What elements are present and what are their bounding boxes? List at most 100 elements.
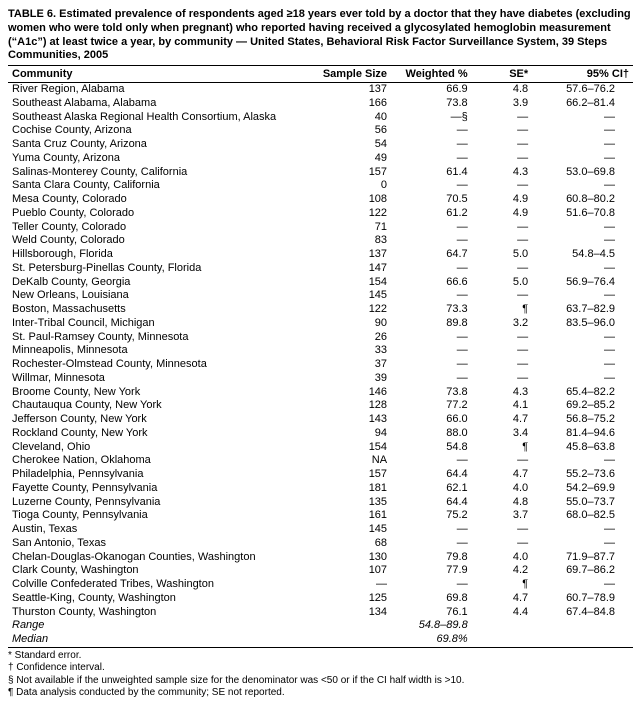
- cell-ci: 69.7–86.2: [532, 564, 633, 578]
- cell-n: 128: [310, 399, 391, 413]
- cell-community: St. Petersburg-Pinellas County, Florida: [8, 262, 310, 276]
- cell-ci: 65.4–82.2: [532, 386, 633, 400]
- table-row: Cochise County, Arizona56———: [8, 124, 633, 138]
- cell-pct: 64.4: [391, 468, 472, 482]
- table-row: Santa Clara County, California0———: [8, 179, 633, 193]
- cell-n: 56: [310, 124, 391, 138]
- cell-n: 71: [310, 221, 391, 235]
- cell-pct: 75.2: [391, 509, 472, 523]
- cell-se: —: [472, 221, 532, 235]
- table-row: DeKalb County, Georgia15466.65.056.9–76.…: [8, 276, 633, 290]
- cell-se: 4.0: [472, 482, 532, 496]
- footnote: ¶ Data analysis conducted by the communi…: [8, 687, 633, 700]
- cell-pct: 69.8: [391, 592, 472, 606]
- table-row: Jefferson County, New York14366.04.756.8…: [8, 413, 633, 427]
- table-row: Fayette County, Pennsylvania18162.14.054…: [8, 482, 633, 496]
- cell-n: 161: [310, 509, 391, 523]
- cell-community: Willmar, Minnesota: [8, 372, 310, 386]
- cell-se: —: [472, 138, 532, 152]
- col-se: SE*: [472, 66, 532, 83]
- median-row: Median69.8%: [8, 633, 633, 647]
- range-se: [472, 619, 532, 633]
- cell-community: Boston, Massachusetts: [8, 303, 310, 317]
- table-row: Tioga County, Pennsylvania16175.23.768.0…: [8, 509, 633, 523]
- cell-n: 137: [310, 248, 391, 262]
- table-row: Cherokee Nation, OklahomaNA———: [8, 454, 633, 468]
- cell-se: 4.8: [472, 496, 532, 510]
- cell-se: ¶: [472, 441, 532, 455]
- cell-community: Chelan-Douglas-Okanogan Counties, Washin…: [8, 551, 310, 565]
- cell-community: Philadelphia, Pennsylvania: [8, 468, 310, 482]
- cell-se: —: [472, 372, 532, 386]
- cell-pct: —: [391, 221, 472, 235]
- cell-n: 143: [310, 413, 391, 427]
- cell-ci: —: [532, 454, 633, 468]
- table-row: Boston, Massachusetts12273.3¶63.7–82.9: [8, 303, 633, 317]
- cell-pct: 66.6: [391, 276, 472, 290]
- cell-n: 26: [310, 331, 391, 345]
- cell-community: Santa Cruz County, Arizona: [8, 138, 310, 152]
- table-row: Weld County, Colorado83———: [8, 234, 633, 248]
- table-row: Luzerne County, Pennsylvania13564.44.855…: [8, 496, 633, 510]
- cell-se: —: [472, 289, 532, 303]
- cell-se: 3.7: [472, 509, 532, 523]
- data-table: Community Sample Size Weighted % SE* 95%…: [8, 65, 633, 648]
- median-se: [472, 633, 532, 647]
- cell-pct: 73.3: [391, 303, 472, 317]
- table-row: San Antonio, Texas68———: [8, 537, 633, 551]
- cell-ci: 51.6–70.8: [532, 207, 633, 221]
- cell-ci: 45.8–63.8: [532, 441, 633, 455]
- table-row: Cleveland, Ohio15454.8¶45.8–63.8: [8, 441, 633, 455]
- cell-ci: —: [532, 111, 633, 125]
- table-row: Hillsborough, Florida13764.75.054.8–4.5: [8, 248, 633, 262]
- cell-community: Tioga County, Pennsylvania: [8, 509, 310, 523]
- cell-se: ¶: [472, 578, 532, 592]
- cell-se: 3.4: [472, 427, 532, 441]
- table-row: Rockland County, New York9488.03.481.4–9…: [8, 427, 633, 441]
- cell-pct: 73.8: [391, 386, 472, 400]
- cell-community: Austin, Texas: [8, 523, 310, 537]
- cell-community: Southeast Alaska Regional Health Consort…: [8, 111, 310, 125]
- cell-n: 0: [310, 179, 391, 193]
- cell-pct: 89.8: [391, 317, 472, 331]
- cell-n: 68: [310, 537, 391, 551]
- range-pct: 54.8–89.8: [391, 619, 472, 633]
- footnote: § Not available if the unweighted sample…: [8, 675, 633, 688]
- cell-pct: —: [391, 138, 472, 152]
- header-row: Community Sample Size Weighted % SE* 95%…: [8, 66, 633, 83]
- cell-community: Southeast Alabama, Alabama: [8, 97, 310, 111]
- cell-ci: 83.5–96.0: [532, 317, 633, 331]
- cell-se: —: [472, 234, 532, 248]
- cell-ci: 60.8–80.2: [532, 193, 633, 207]
- cell-se: —: [472, 124, 532, 138]
- cell-se: 3.2: [472, 317, 532, 331]
- cell-pct: —: [391, 344, 472, 358]
- cell-ci: 69.2–85.2: [532, 399, 633, 413]
- table-row: Southeast Alaska Regional Health Consort…: [8, 111, 633, 125]
- cell-community: New Orleans, Louisiana: [8, 289, 310, 303]
- cell-pct: —: [391, 523, 472, 537]
- cell-n: 39: [310, 372, 391, 386]
- cell-n: 145: [310, 523, 391, 537]
- cell-ci: —: [532, 138, 633, 152]
- cell-community: Broome County, New York: [8, 386, 310, 400]
- cell-se: 4.7: [472, 468, 532, 482]
- cell-ci: —: [532, 289, 633, 303]
- table-row: Chautauqua County, New York12877.24.169.…: [8, 399, 633, 413]
- cell-ci: 53.0–69.8: [532, 166, 633, 180]
- table-row: St. Paul-Ramsey County, Minnesota26———: [8, 331, 633, 345]
- cell-community: Chautauqua County, New York: [8, 399, 310, 413]
- cell-ci: —: [532, 537, 633, 551]
- cell-se: —: [472, 111, 532, 125]
- cell-ci: —: [532, 124, 633, 138]
- cell-pct: —: [391, 262, 472, 276]
- cell-community: Santa Clara County, California: [8, 179, 310, 193]
- table-row: Colville Confederated Tribes, Washington…: [8, 578, 633, 592]
- table-row: New Orleans, Louisiana145———: [8, 289, 633, 303]
- cell-pct: —: [391, 454, 472, 468]
- cell-pct: —: [391, 578, 472, 592]
- table-row: Salinas-Monterey County, California15761…: [8, 166, 633, 180]
- cell-community: San Antonio, Texas: [8, 537, 310, 551]
- cell-community: Cleveland, Ohio: [8, 441, 310, 455]
- cell-ci: —: [532, 578, 633, 592]
